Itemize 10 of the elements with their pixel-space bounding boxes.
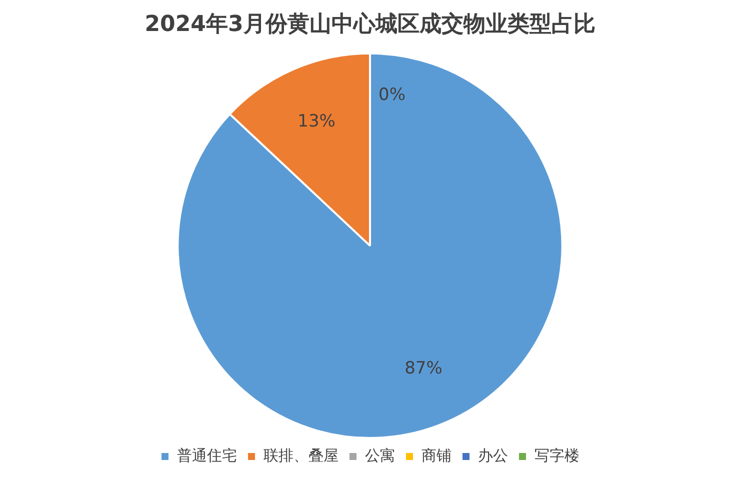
data-label: 87%	[404, 358, 442, 379]
chart-title: 2024年3月份黄山中心城区成交物业类型占比	[144, 10, 596, 37]
text: 0%	[378, 85, 406, 106]
legend-label: 商铺	[422, 446, 452, 464]
legend-label: 联排、叠屋	[264, 446, 338, 464]
data-label: 13%	[298, 112, 336, 132]
legend-label: 公寓	[365, 446, 395, 464]
legend-label: 普通住宅	[177, 446, 237, 464]
legend-label: 办公	[478, 446, 508, 464]
legend-label: 写字楼	[534, 446, 580, 464]
